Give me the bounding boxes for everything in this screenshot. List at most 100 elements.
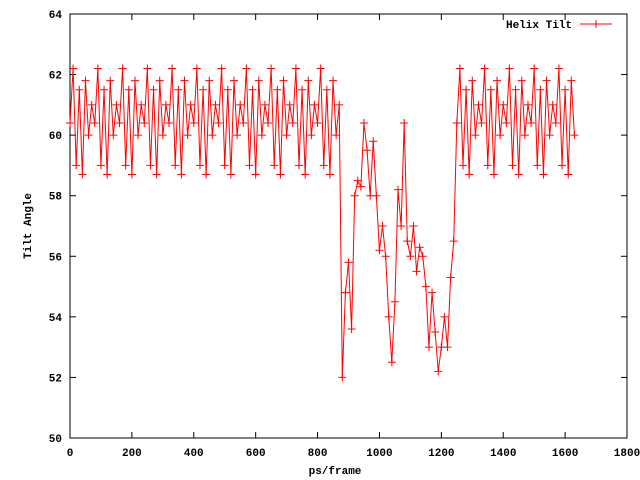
y-axis-label: Tilt Angle <box>23 193 35 259</box>
point-marker <box>155 76 164 85</box>
legend-marker <box>592 20 600 28</box>
point-marker <box>347 324 356 333</box>
point-marker <box>140 119 149 128</box>
point-marker <box>291 64 300 73</box>
point-marker <box>230 76 239 85</box>
x-tick-label: 1800 <box>614 448 640 460</box>
point-marker <box>511 85 520 94</box>
point-marker <box>363 146 372 155</box>
point-marker <box>208 131 217 140</box>
point-marker <box>189 119 198 128</box>
point-marker <box>282 131 291 140</box>
point-marker <box>325 170 334 179</box>
point-marker <box>260 100 269 109</box>
point-marker <box>384 312 393 321</box>
point-marker <box>421 282 430 291</box>
point-marker <box>186 100 195 109</box>
point-marker <box>471 131 480 140</box>
point-marker <box>558 161 567 170</box>
point-marker <box>455 64 464 73</box>
point-marker <box>353 176 362 185</box>
x-tick-label: 1000 <box>366 448 392 460</box>
point-marker <box>236 100 245 109</box>
point-marker <box>245 161 254 170</box>
point-marker <box>226 170 235 179</box>
point-marker <box>254 76 263 85</box>
point-marker <box>483 161 492 170</box>
point-marker <box>539 170 548 179</box>
point-marker <box>341 288 350 297</box>
legend-label: Helix Tilt <box>506 20 572 32</box>
point-marker <box>390 297 399 306</box>
point-marker <box>202 170 211 179</box>
point-marker <box>130 76 139 85</box>
point-marker <box>480 64 489 73</box>
point-marker <box>496 131 505 140</box>
point-marker <box>508 161 517 170</box>
point-marker <box>536 85 545 94</box>
point-marker <box>397 222 406 230</box>
point-marker <box>424 343 433 352</box>
point-marker <box>514 170 523 179</box>
point-marker <box>431 328 440 336</box>
x-axis-label: ps/frame <box>309 466 362 478</box>
x-tick-label: 400 <box>184 448 204 460</box>
point-marker <box>171 161 180 170</box>
point-marker <box>158 131 167 140</box>
point-marker <box>251 170 260 179</box>
point-marker <box>530 64 539 73</box>
point-marker <box>502 119 511 128</box>
point-marker <box>233 131 242 140</box>
y-tick-label: 52 <box>49 373 62 385</box>
point-marker <box>545 131 554 140</box>
point-marker <box>412 267 421 276</box>
point-marker <box>183 131 192 140</box>
point-marker <box>106 76 115 85</box>
x-tick-label: 200 <box>122 448 142 460</box>
point-marker <box>134 131 143 140</box>
point-marker <box>112 100 121 109</box>
point-marker <box>298 85 307 94</box>
point-marker <box>520 131 529 140</box>
y-tick-label: 56 <box>49 252 62 264</box>
point-marker <box>285 100 294 109</box>
point-marker <box>307 131 316 140</box>
point-marker <box>217 64 226 73</box>
point-marker <box>267 64 276 73</box>
point-marker <box>72 161 81 170</box>
point-marker <box>273 85 282 94</box>
point-marker <box>66 119 74 128</box>
point-marker <box>465 170 474 179</box>
point-marker <box>570 131 579 140</box>
point-marker <box>458 161 467 170</box>
point-marker <box>446 273 455 282</box>
point-marker <box>406 252 415 261</box>
y-tick-label: 58 <box>49 192 63 204</box>
point-marker <box>489 170 498 179</box>
point-marker <box>220 161 229 170</box>
point-marker <box>387 358 396 367</box>
point-marker <box>548 100 557 109</box>
point-marker <box>257 131 266 140</box>
point-marker <box>149 85 158 94</box>
point-marker <box>378 222 387 230</box>
point-marker <box>409 222 418 230</box>
point-marker <box>214 119 223 128</box>
x-tick-label: 800 <box>308 448 328 460</box>
point-marker <box>400 119 409 128</box>
point-marker <box>499 100 508 109</box>
point-marker <box>90 119 99 128</box>
y-tick-label: 54 <box>49 313 63 325</box>
point-marker <box>100 85 109 94</box>
point-marker <box>359 119 368 128</box>
point-marker <box>137 100 146 109</box>
point-marker <box>434 367 443 376</box>
point-marker <box>344 258 353 267</box>
point-marker <box>449 237 458 246</box>
point-marker <box>264 119 273 128</box>
point-marker <box>372 191 381 200</box>
point-marker <box>533 161 542 170</box>
point-marker <box>109 131 118 140</box>
point-marker <box>338 373 347 382</box>
